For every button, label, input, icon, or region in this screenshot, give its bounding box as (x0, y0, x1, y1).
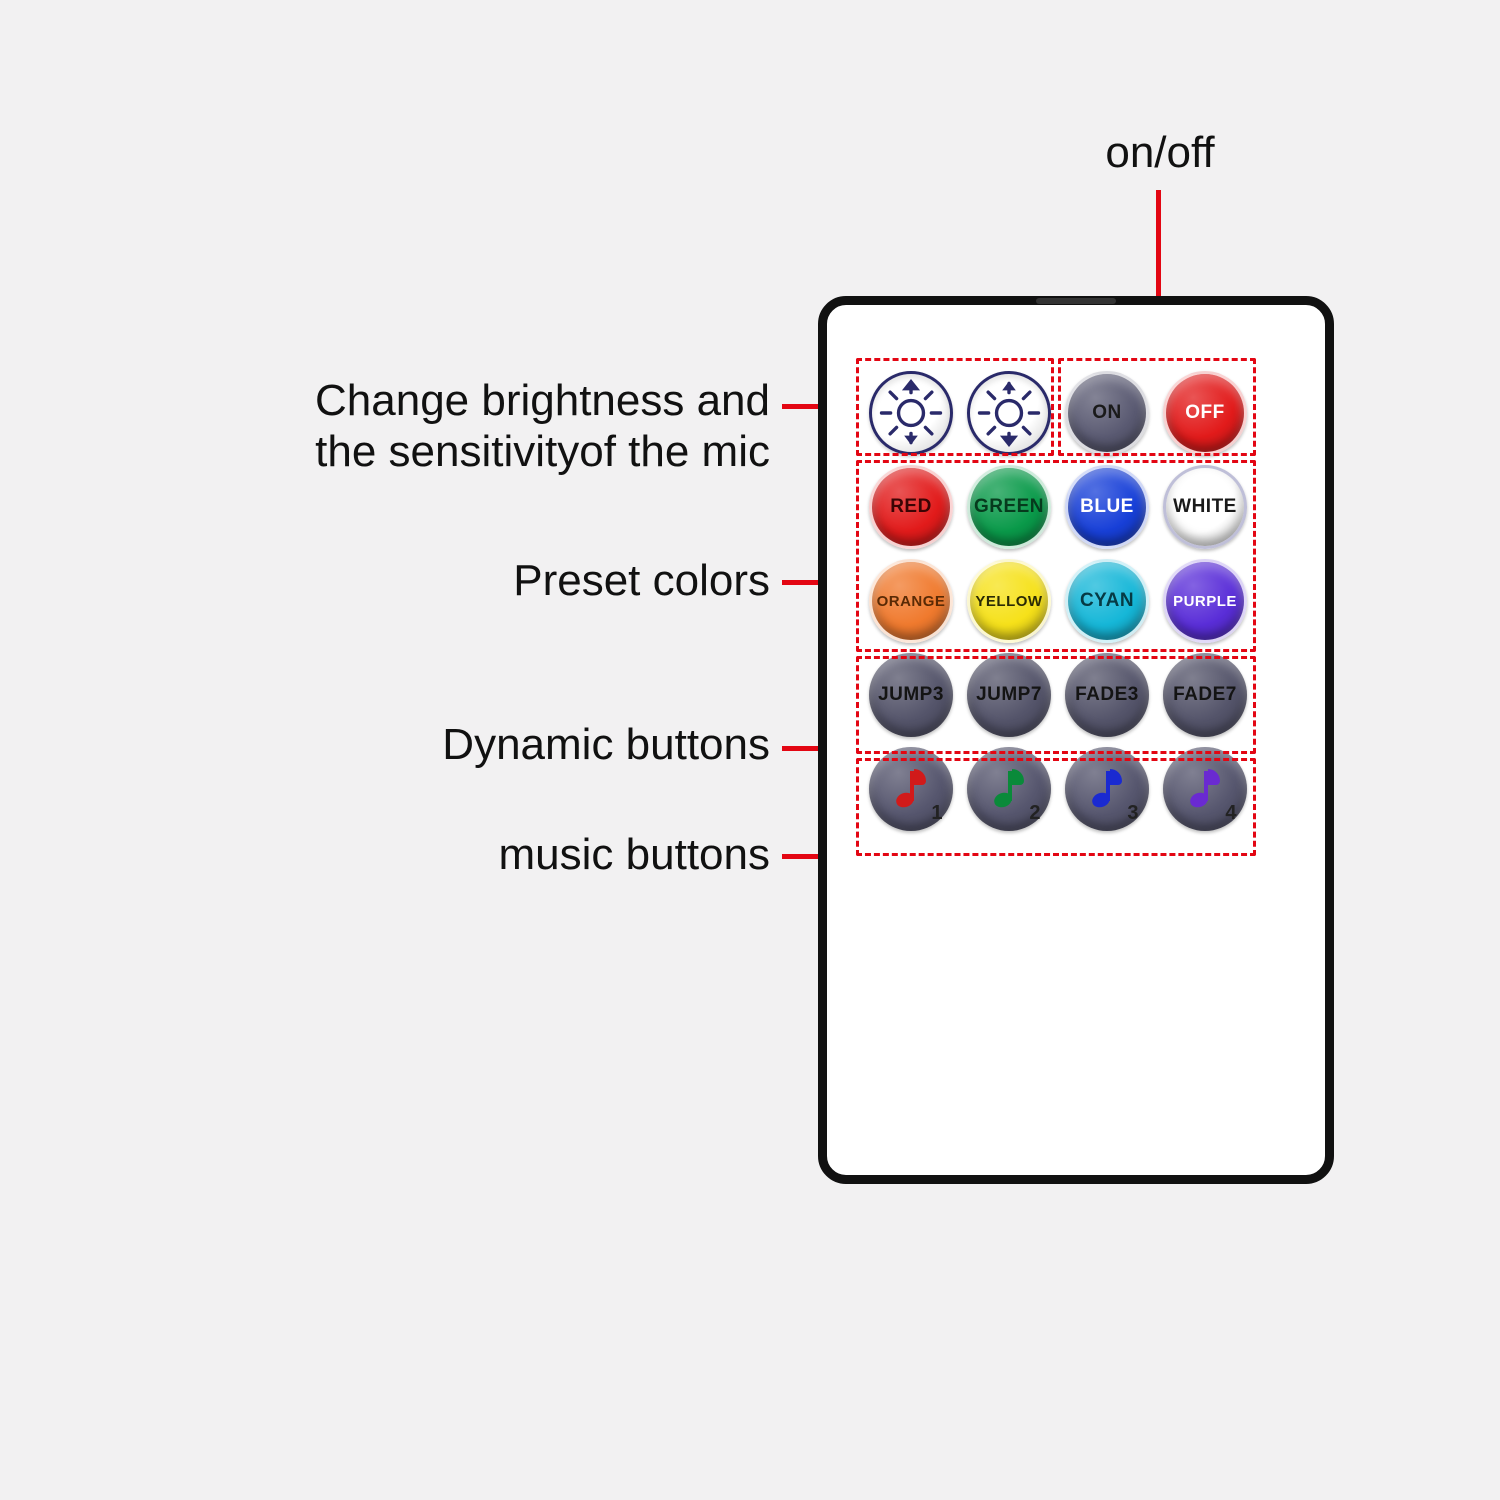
brightness-up-button[interactable] (869, 371, 953, 455)
brightness-up-icon (877, 379, 945, 447)
label-dynamic: Dynamic buttons (220, 720, 770, 771)
yellow-button[interactable]: YELLOW (967, 559, 1051, 643)
blue-button[interactable]: BLUE (1065, 465, 1149, 549)
on-label: ON (1092, 402, 1122, 424)
diagram-canvas: on/off Change brightness and the sensiti… (0, 0, 1500, 1500)
remote-body: ON OFF RED GREEN BLUE WHITE ORANGE YELLOW CYAN PU… (818, 296, 1334, 1184)
music-note-icon (994, 769, 1024, 809)
green-button[interactable]: GREEN (967, 465, 1051, 549)
music-number: 1 (931, 802, 943, 825)
music-note-icon (896, 769, 926, 809)
red-button[interactable]: RED (869, 465, 953, 549)
orange-button[interactable]: ORANGE (869, 559, 953, 643)
jump7-button[interactable]: JUMP7 (967, 653, 1051, 737)
fade7-label: FADE7 (1173, 684, 1237, 706)
button-grid: ON OFF RED GREEN BLUE WHITE ORANGE YELLOW CYAN PU… (869, 371, 1247, 831)
brightness-down-icon (975, 379, 1043, 447)
music-number: 3 (1127, 802, 1139, 825)
label-music: music buttons (280, 830, 770, 881)
cyan-label: CYAN (1080, 590, 1134, 612)
blue-label: BLUE (1080, 496, 1134, 518)
music1-button[interactable]: 1 (869, 747, 953, 831)
music2-button[interactable]: 2 (967, 747, 1051, 831)
purple-label: PURPLE (1173, 593, 1237, 610)
brightness-down-button[interactable] (967, 371, 1051, 455)
red-label: RED (890, 496, 932, 518)
music-note-icon (1190, 769, 1220, 809)
off-label: OFF (1185, 402, 1225, 424)
jump7-label: JUMP7 (976, 684, 1042, 706)
music4-button[interactable]: 4 (1163, 747, 1247, 831)
white-label: WHITE (1173, 496, 1237, 518)
fade3-label: FADE3 (1075, 684, 1139, 706)
fade3-button[interactable]: FADE3 (1065, 653, 1149, 737)
music3-button[interactable]: 3 (1065, 747, 1149, 831)
white-button[interactable]: WHITE (1163, 465, 1247, 549)
cyan-button[interactable]: CYAN (1065, 559, 1149, 643)
purple-button[interactable]: PURPLE (1163, 559, 1247, 643)
music-number: 2 (1029, 802, 1041, 825)
jump3-button[interactable]: JUMP3 (869, 653, 953, 737)
off-button[interactable]: OFF (1163, 371, 1247, 455)
label-presets: Preset colors (280, 556, 770, 607)
green-label: GREEN (974, 496, 1044, 518)
on-button[interactable]: ON (1065, 371, 1149, 455)
jump3-label: JUMP3 (878, 684, 944, 706)
music-note-icon (1092, 769, 1122, 809)
label-onoff: on/off (1000, 128, 1320, 179)
ir-window (1036, 298, 1116, 304)
yellow-label: YELLOW (975, 593, 1042, 610)
orange-label: ORANGE (877, 593, 946, 610)
label-brightness: Change brightness and the sensitivityof … (30, 376, 770, 477)
fade7-button[interactable]: FADE7 (1163, 653, 1247, 737)
music-number: 4 (1225, 802, 1237, 825)
